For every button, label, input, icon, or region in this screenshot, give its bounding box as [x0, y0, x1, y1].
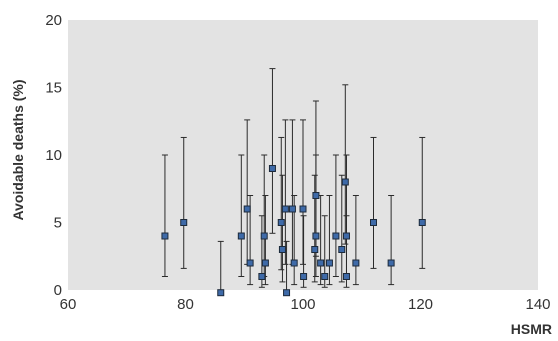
data-point: [217, 289, 225, 297]
data-point: [387, 259, 395, 267]
data-point: [325, 259, 333, 267]
data-points: [161, 165, 426, 297]
data-point: [338, 246, 346, 253]
y-tick-label: 20: [45, 12, 62, 29]
data-point: [283, 289, 291, 297]
data-point: [312, 232, 320, 240]
y-tick-label: 0: [54, 282, 62, 299]
x-tick-label: 60: [60, 296, 77, 313]
data-point: [243, 205, 251, 213]
y-axis-ticks: 0 5 10 15 20: [45, 12, 62, 299]
error-bar: [161, 154, 168, 277]
data-point: [332, 232, 340, 240]
error-bar: [332, 154, 339, 277]
error-bar: [180, 136, 187, 269]
data-point: [281, 205, 289, 213]
x-tick-label: 140: [525, 296, 550, 313]
data-point: [321, 273, 329, 280]
error-bar: [342, 84, 349, 245]
data-point: [299, 205, 307, 213]
data-point: [342, 232, 350, 240]
error-bar: [269, 68, 276, 234]
data-point: [290, 259, 298, 267]
data-point: [352, 259, 360, 267]
data-point: [342, 273, 350, 280]
data-point: [311, 246, 319, 253]
x-tick-label: 80: [177, 296, 194, 313]
error-bar: [388, 195, 395, 286]
data-point: [246, 259, 254, 267]
data-point: [288, 205, 296, 213]
y-tick-label: 15: [45, 80, 62, 97]
x-tick-label: 100: [290, 296, 315, 313]
x-axis-title: HSMR: [511, 321, 552, 337]
error-bar: [300, 119, 306, 265]
data-point: [237, 232, 245, 240]
x-tick-label: 120: [408, 296, 433, 313]
data-point: [180, 219, 188, 226]
error-bar: [282, 119, 289, 265]
data-point: [277, 219, 285, 226]
data-point: [258, 273, 266, 280]
data-point: [268, 165, 276, 172]
data-point: [341, 178, 349, 186]
data-point: [278, 246, 286, 253]
y-tick-label: 5: [54, 215, 62, 232]
error-bar: [326, 195, 333, 286]
data-point: [370, 219, 377, 226]
error-bar: [238, 154, 245, 277]
y-axis-title: Avoidable deaths (%): [10, 79, 26, 220]
data-point: [418, 219, 426, 226]
error-bar: [370, 136, 377, 269]
data-point: [261, 259, 269, 267]
error-bar: [352, 195, 359, 286]
error-bar: [338, 174, 345, 283]
error-bar: [419, 136, 426, 269]
x-axis-ticks: 60 80 100 120 140: [60, 296, 551, 313]
data-point: [161, 232, 169, 240]
data-point: [312, 192, 320, 199]
data-point: [260, 232, 268, 240]
error-bar: [312, 154, 319, 277]
error-bar: [262, 195, 269, 286]
data-point: [300, 273, 308, 280]
data-point: [317, 259, 325, 267]
y-tick-label: 10: [45, 147, 62, 164]
